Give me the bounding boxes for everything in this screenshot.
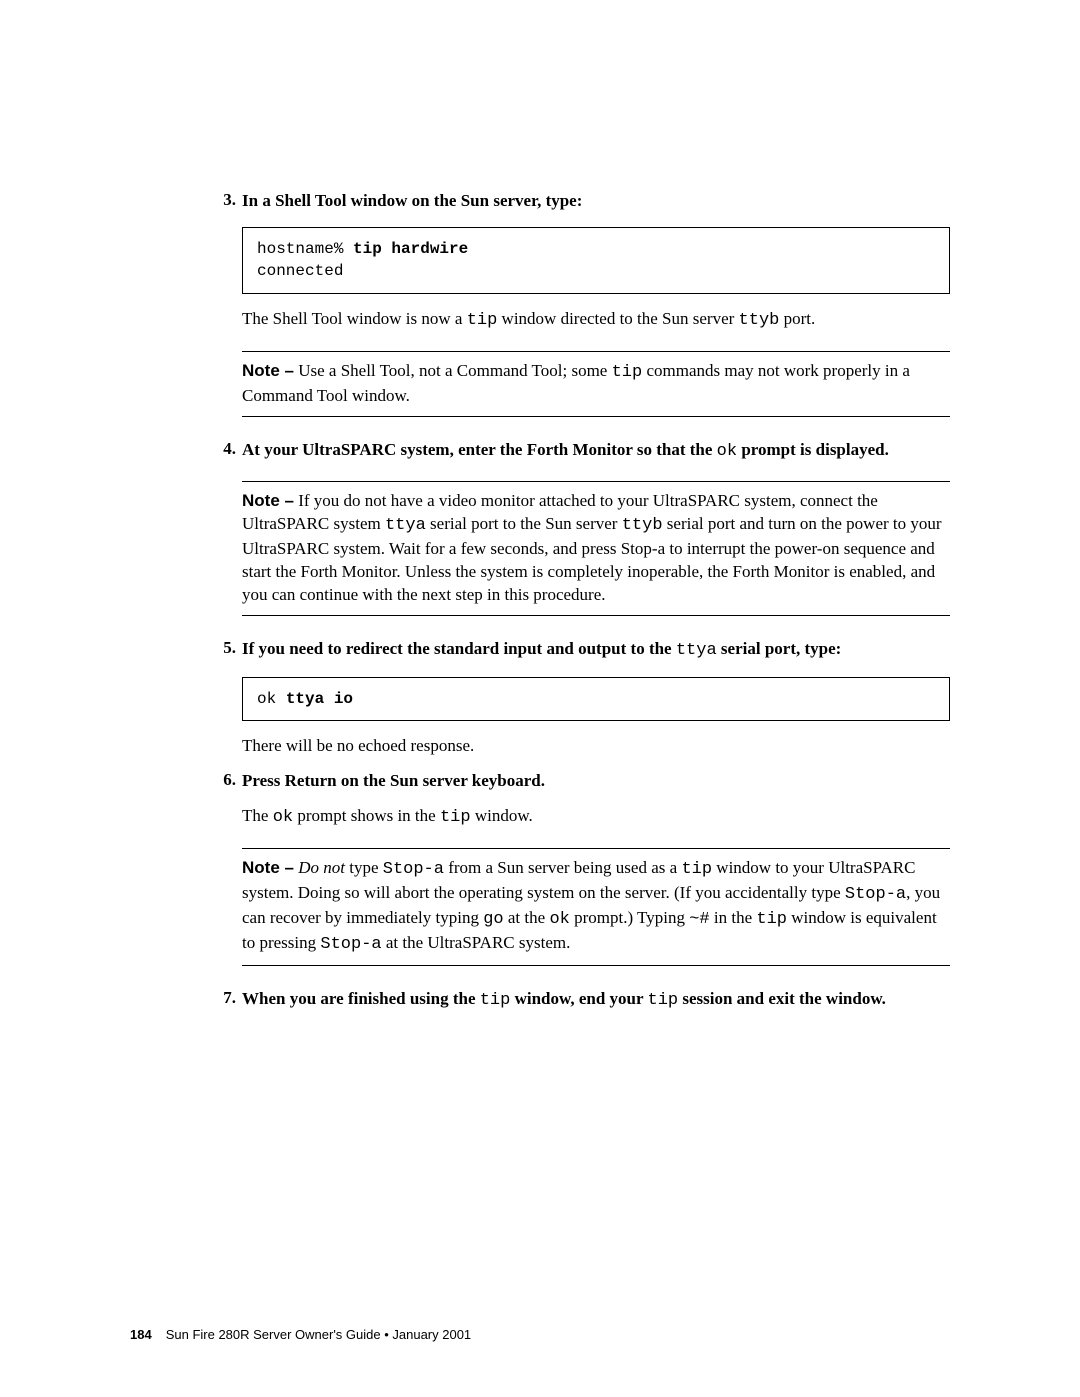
mono-tip: tip: [612, 363, 643, 382]
step-5: 5. If you need to redirect the standard …: [220, 638, 950, 663]
code-block-tip-hardwire: hostname% tip hardwire connected: [242, 227, 950, 294]
page-number: 184: [130, 1327, 152, 1342]
note-label: Note –: [242, 858, 294, 877]
mono-tip: tip: [756, 910, 787, 929]
code-prompt: ok: [257, 690, 286, 708]
note-3: Note – Do not type Stop-a from a Sun ser…: [242, 848, 950, 966]
text: window directed to the Sun server: [497, 309, 738, 328]
note-label: Note –: [242, 361, 294, 380]
mono-tip: tip: [480, 991, 511, 1010]
mono-tip: tip: [440, 808, 471, 827]
step-7-title: When you are finished using the tip wind…: [242, 988, 950, 1013]
mono-ttyb: ttyb: [622, 516, 663, 535]
note-label: Note –: [242, 491, 294, 510]
text: in the: [710, 908, 757, 927]
text: at the UltraSPARC system.: [382, 933, 571, 952]
step-number: 5.: [220, 638, 242, 663]
step-5-title: If you need to redirect the standard inp…: [242, 638, 950, 663]
text: port.: [779, 309, 815, 328]
step-7: 7. When you are finished using the tip w…: [220, 988, 950, 1013]
text: At your UltraSPARC system, enter the For…: [242, 440, 717, 459]
code-block-ttya-io: ok ttya io: [242, 677, 950, 721]
mono-tip: tip: [648, 991, 679, 1010]
step-4: 4. At your UltraSPARC system, enter the …: [220, 439, 950, 464]
step-6-para: The ok prompt shows in the tip window.: [242, 805, 950, 830]
text: The: [242, 806, 273, 825]
code-output: connected: [257, 262, 343, 280]
mono-stop-a: Stop-a: [383, 860, 444, 879]
step-3-after: The Shell Tool window is now a tip windo…: [242, 308, 950, 333]
step-6: 6. Press Return on the Sun server keyboa…: [220, 770, 950, 793]
page-content: 3. In a Shell Tool window on the Sun ser…: [0, 0, 1080, 1013]
text: session and exit the window.: [678, 989, 886, 1008]
step-3: 3. In a Shell Tool window on the Sun ser…: [220, 190, 950, 213]
text: The Shell Tool window is now a: [242, 309, 467, 328]
page-footer: 184 Sun Fire 280R Server Owner's Guide • …: [130, 1327, 471, 1342]
note-2: Note – If you do not have a video monito…: [242, 481, 950, 616]
mono-tip: tip: [681, 860, 712, 879]
code-cmd: tip hardwire: [353, 240, 468, 258]
doc-title: Sun Fire 280R Server Owner's Guide • Jan…: [166, 1327, 471, 1342]
step-6-title: Press Return on the Sun server keyboard.: [242, 770, 950, 793]
mono-ttya: ttya: [385, 516, 426, 535]
text: prompt shows in the: [293, 806, 440, 825]
step-number: 3.: [220, 190, 242, 213]
mono-ok: ok: [717, 442, 737, 461]
mono-ok: ok: [549, 910, 569, 929]
step-3-title: In a Shell Tool window on the Sun server…: [242, 190, 950, 213]
text: type: [345, 858, 383, 877]
emphasis-do-not: Do not: [294, 858, 345, 877]
mono-tilde-hash: ~#: [689, 910, 709, 929]
mono-ok: ok: [273, 808, 293, 827]
text: Use a Shell Tool, not a Command Tool; so…: [294, 361, 612, 380]
note-1: Note – Use a Shell Tool, not a Command T…: [242, 351, 950, 417]
text: When you are finished using the: [242, 989, 480, 1008]
mono-stop-a: Stop-a: [320, 935, 381, 954]
text: at the: [504, 908, 550, 927]
text: If you need to redirect the standard inp…: [242, 639, 676, 658]
text: serial port to the Sun server: [426, 514, 622, 533]
mono-stop-a: Stop-a: [845, 885, 906, 904]
text: window, end your: [510, 989, 647, 1008]
text: prompt is displayed.: [737, 440, 889, 459]
mono-tip: tip: [467, 311, 498, 330]
step-5-after: There will be no echoed response.: [242, 735, 950, 758]
text: prompt.) Typing: [570, 908, 689, 927]
code-cmd: ttya io: [286, 690, 353, 708]
step-4-title: At your UltraSPARC system, enter the For…: [242, 439, 950, 464]
mono-ttya: ttya: [676, 641, 717, 660]
text: from a Sun server being used as a: [444, 858, 681, 877]
mono-ttyb: ttyb: [739, 311, 780, 330]
mono-go: go: [483, 910, 503, 929]
step-number: 4.: [220, 439, 242, 464]
code-prompt: hostname%: [257, 240, 353, 258]
step-number: 7.: [220, 988, 242, 1013]
text: serial port, type:: [717, 639, 842, 658]
step-number: 6.: [220, 770, 242, 793]
text: window.: [471, 806, 533, 825]
